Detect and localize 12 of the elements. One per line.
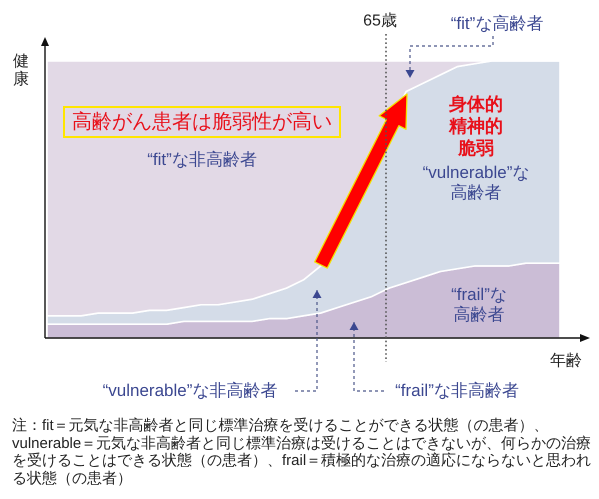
text: “vulnerable”な非高齢者 bbox=[102, 380, 278, 402]
annotation: “vulnerable”な高齢者 bbox=[422, 163, 530, 203]
annotation: 身体的精神的脆弱 bbox=[448, 93, 504, 159]
y-axis-title: 健康 bbox=[12, 53, 30, 89]
text: “fit”な高齢者 bbox=[450, 12, 544, 35]
text: 65歳 bbox=[363, 12, 397, 32]
text: 注：fit＝元気な非高齢者と同じ標準治療を受けることができる状態（の患者）、vulnerable＝元気な非高齢者と同じ標準治療は受けることはできないが、何らかの治療を受けることはできる状態（の患者）、frail＝積極的な治療の適応にならないと思われる状態（の患者） bbox=[12, 417, 592, 488]
annotation: “fit”な非高齢者 bbox=[147, 148, 257, 171]
text: “frail”な非高齢者 bbox=[395, 380, 519, 402]
annotation: 高齢がん患者は脆弱性が高い bbox=[63, 106, 341, 138]
annotation: “frail”な高齢者 bbox=[451, 285, 507, 325]
x-axis-title: 年齢 bbox=[550, 352, 582, 372]
